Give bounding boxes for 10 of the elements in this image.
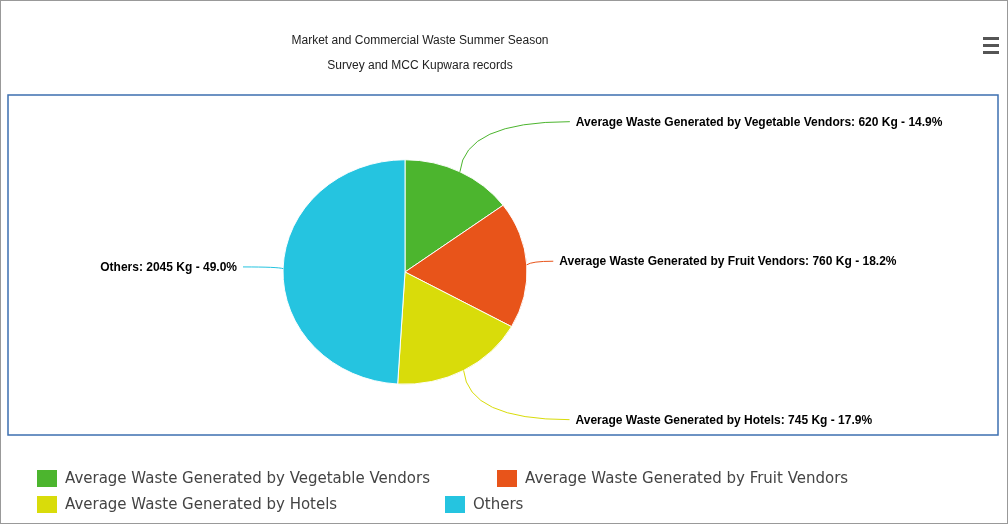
legend-item: Others (445, 495, 524, 513)
legend-item: Average Waste Generated by Hotels (37, 495, 338, 513)
category-label: Average Waste Generated by Vegetable Vendors: 620 Kg - 14.9% (575, 114, 943, 129)
category-label: Average Waste Generated by Fruit Vendors: 760 Kg - 18.2% (559, 254, 897, 269)
category-label: Average Waste Generated by Hotels: 745 Kg - 17.9% (575, 412, 873, 427)
legend-label: Others (473, 495, 524, 513)
legend-item: Average Waste Generated by Fruit Vendors (497, 469, 849, 487)
chart-title: Market and Commercial Waste Summer Season Survey and MCC Kupwara records (291, 33, 549, 72)
category-label: Others: 2045 Kg - 49.0% (100, 259, 237, 274)
legend-item: Average Waste Generated by Vegetable Vendors (37, 469, 430, 487)
